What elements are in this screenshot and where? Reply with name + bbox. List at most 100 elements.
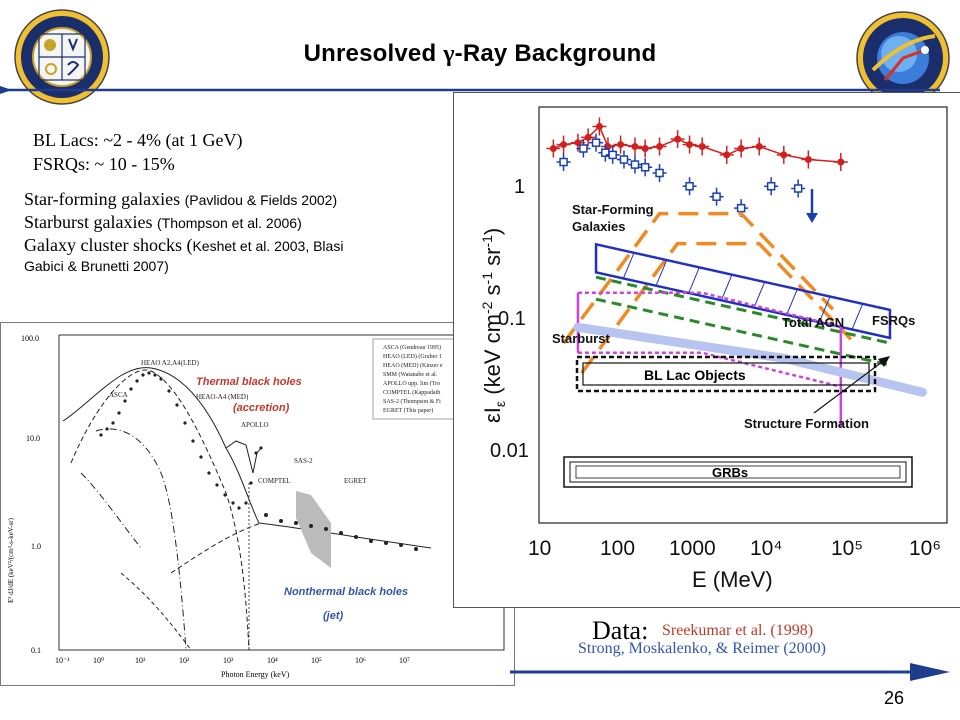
right-series-group [546,117,927,427]
label-heao: HEAO A2,A4(LED) [141,359,200,367]
right-y-tick-001: 0.01 [490,440,529,462]
blue-data-point [591,138,601,147]
total-agn-hatch [819,297,831,322]
label-bl-lac: BL Lac Objects [644,367,746,383]
source-list: Star-forming galaxies (Pavlidou & Fields… [24,188,424,275]
blue-data-point [793,184,803,193]
star-forming-curve [562,211,835,345]
blue-data-point [640,163,650,172]
blue-data-point [630,160,640,169]
x-tick-6: 10⁵ [311,656,322,665]
right-y-tick-01: 0.1 [498,308,526,330]
right-x-tick-10: 10 [528,537,551,560]
slide-title: Unresolved γ-Ray Background [303,40,657,67]
label-total-agn: Total AGN [782,315,844,330]
fsrq-curve [595,275,891,345]
cluster-shock-line2: Gabici & Brunetti 2007) [24,258,169,274]
legend-7: EGRET (This paper) [383,407,433,414]
total-agn-hatch [753,282,765,307]
star-forming-line: Star-forming galaxies (Pavlidou & Fields… [24,189,338,209]
label-comptel: COMPTEL [258,477,291,485]
red-data-point [604,143,612,151]
label-apollo: APOLLO [241,421,269,429]
red-data-point [755,143,763,151]
y-tick-1: 1.0 [31,542,41,551]
total-agn-hatch [655,260,667,286]
label-star-forming-1: Star-Forming [572,202,654,217]
red-data-point [804,156,812,164]
x-tick-0: 10⁻¹ [55,656,70,665]
right-y-tick-1: 1 [514,176,525,198]
left-xlabel: Photon Energy (keV) [221,670,290,679]
fsrq-fraction: FSRQs: ~ 10 - 15% [33,154,175,174]
red-data-point [549,144,557,152]
blue-data-point [736,203,746,213]
label-starburst: Starburst [552,331,610,346]
blue-data-point [559,157,568,167]
right-x-tick-1e4: 10⁴ [750,537,782,560]
total-agn-hatch [623,253,635,278]
label-egret: EGRET [344,477,367,485]
right-x-tick-100: 100 [600,537,635,560]
data-ref-strong: Strong, Moskalenko, & Reimer (2000) [578,640,826,657]
red-data-point [737,144,745,152]
left-ylabel: E² dJ/dE (keV²/(cm²-s-keV-sr) [7,517,15,603]
right-x-tick-1000: 1000 [669,537,716,560]
label-asca: ASCA [109,391,128,399]
page-number: 26 [884,688,905,708]
space-science-division-seal [856,11,950,105]
structure-arrow [813,358,887,414]
x-tick-8: 10⁷ [399,656,410,665]
y-tick-10: 10.0 [26,434,40,443]
naval-research-lab-seal [14,9,110,105]
right-x-tick-1e5: 10⁵ [831,537,863,560]
fsrq-curve-lower [595,297,891,367]
red-data-point [837,158,845,166]
thermal-label-1: Thermal black holes [196,376,302,388]
x-tick-1: 10⁰ [93,656,104,665]
left-data-points [99,371,263,510]
legend-2: HEAO (MED) (Kinzer e [383,362,443,369]
red-data-point [780,151,788,159]
blue-data-point [579,144,588,153]
data-ref-sreekumar: Sreekumar et al. (1998) [662,622,814,639]
agn-fractions: BL Lacs: ~2 - 4% (at 1 GeV) FSRQs: ~ 10 … [33,128,243,176]
egb-source-svg: εIε (keV cm-2 s-1 sr-1) 1 0.1 0.01 10 10… [479,106,948,592]
total-agn-hatch [688,268,700,293]
grb-box: GRBs [563,456,913,488]
red-data-point [698,143,706,151]
total-agn-hatch [851,304,863,329]
blue-data-point [712,192,721,201]
nonthermal-label-1: Nonthermal black holes [284,586,408,598]
legend-5: COMPTEL (Kappadath [383,389,440,396]
thermal-label-2: (accretion) [233,402,290,414]
cxb-spectrum-svg: 100.0 10.0 1.0 0.1 E² dJ/dE (keV²/(cm²-s… [7,334,505,679]
starburst-curve-upper [577,291,842,328]
red-data-point [656,143,664,151]
bl-lac-fraction: BL Lacs: ~2 - 4% (at 1 GeV) [33,130,243,150]
data-label: Data: [592,616,649,645]
red-data-point [641,144,649,152]
legend-3: SMM (Watanabe et al. [383,371,438,378]
cluster-shock-line: Galaxy cluster shocks (Keshet et al. 200… [24,235,344,255]
legend-4: APOLLO upp. lim (Tro [383,380,440,387]
red-data-point [617,141,625,149]
header-rule [0,86,940,94]
blue-data-series [556,133,806,218]
x-tick-7: 10⁶ [355,656,366,665]
right-x-tick-1e6: 10⁶ [909,537,941,560]
red-data-point [674,135,682,143]
x-tick-5: 10⁴ [267,656,278,665]
right-ylabel: εIε (keV cm-2 s-1 sr-1) [479,228,508,423]
nonthermal-label-2: (jet) [323,610,344,622]
label-heao-med: HEAO-A4 (MED) [196,393,249,401]
y-tick-100: 100.0 [21,334,39,343]
red-data-point [686,141,694,149]
cxb-spectrum-figure: 100.0 10.0 1.0 0.1 E² dJ/dE (keV²/(cm²-s… [0,322,515,686]
right-xlabel: E (MeV) [692,567,773,592]
footer-rule [510,663,950,681]
legend-1: HEAO (LED) (Gruber 1 [383,353,442,360]
blue-data-point [619,155,629,164]
blue-data-point [655,168,664,178]
red-data-series [546,117,848,172]
